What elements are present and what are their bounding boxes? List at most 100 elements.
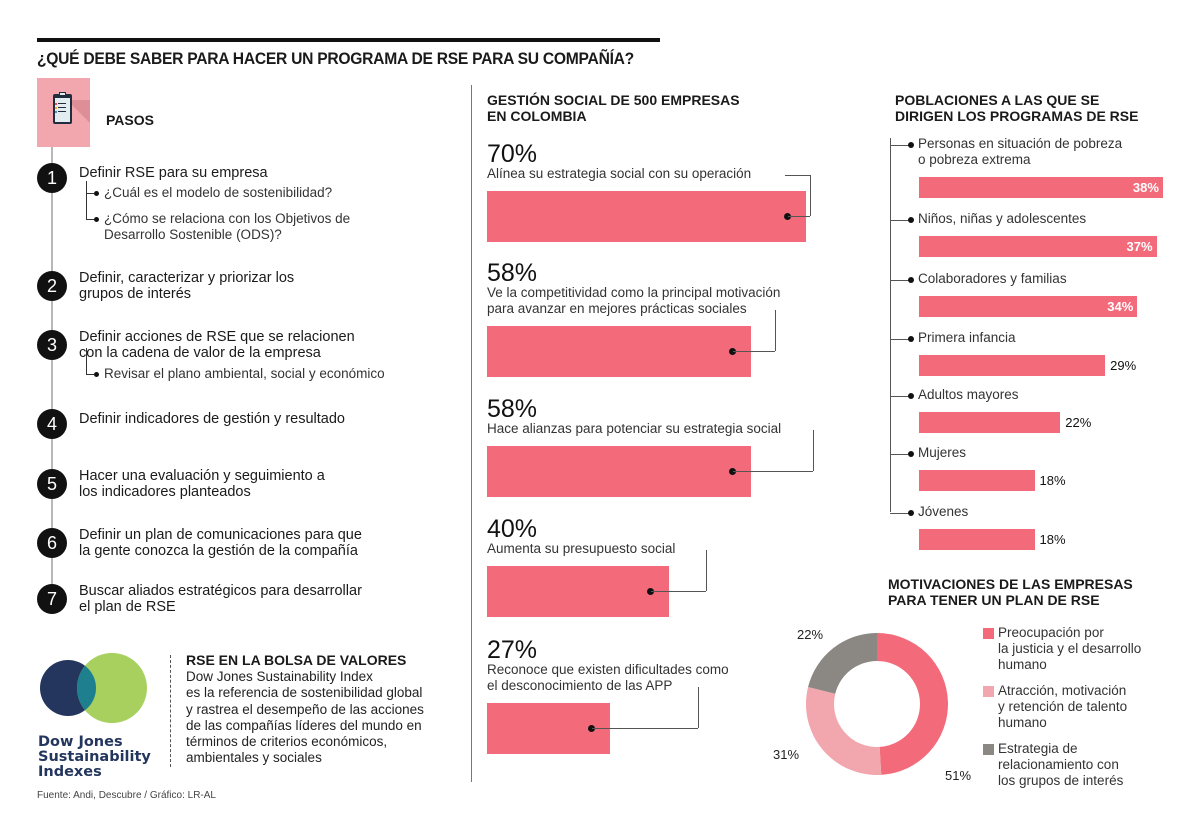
leader-line: [733, 471, 813, 472]
bar-description: Reconoce que existen dificultades como: [487, 662, 729, 677]
bullet-icon: [908, 510, 914, 516]
value-label: 18%: [1039, 532, 1066, 547]
tree-branch: [890, 145, 910, 146]
bar: 34%: [919, 296, 1138, 317]
clipboard-icon: [53, 92, 72, 124]
percentage-label: 27%: [487, 636, 538, 664]
tree-branch: [890, 220, 910, 221]
leader-line: [592, 728, 698, 729]
sub-tree-branch: [86, 193, 94, 194]
donut-slice: [806, 687, 882, 775]
dashed-divider: [170, 655, 171, 767]
steps-timeline: [51, 147, 53, 607]
bar: [487, 566, 670, 617]
sub-step-text: ¿Cuál es el modelo de sostenibilidad?: [104, 185, 333, 200]
bolsa-line: ambientales y sociales: [186, 750, 322, 766]
bullet-icon: [908, 336, 914, 342]
bar-description: el desconocimiento de las APP: [487, 678, 673, 693]
tree-branch: [890, 454, 910, 455]
step-text: los indicadores planteados: [79, 484, 251, 500]
value-label: 22%: [1065, 415, 1092, 430]
bullet-icon: [908, 142, 914, 148]
step-text: Definir, caracterizar y priorizar los: [79, 270, 295, 286]
tree-branch: [890, 280, 910, 281]
category-label: Mujeres: [918, 445, 967, 460]
chart-title-line: PARA TENER UN PLAN DE RSE: [888, 592, 1100, 608]
column-divider: [471, 85, 472, 782]
value-label: 37%: [1126, 239, 1153, 254]
leader-line: [651, 591, 706, 592]
legend-label: humano: [998, 657, 1047, 672]
pasos-heading: PASOS: [106, 112, 154, 128]
category-label: Colaboradores y familias: [918, 271, 1067, 286]
sub-step-text: Desarrollo Sostenible (ODS)?: [104, 227, 282, 242]
djsi-logo-line: Dow Jones: [38, 734, 123, 750]
legend-label: los grupos de interés: [998, 773, 1124, 788]
legend-swatch: [983, 686, 994, 697]
bar-description: Aumenta su presupuesto social: [487, 541, 676, 556]
djsi-logo-text: Dow Jones Sustainability Indexes: [38, 735, 151, 780]
donut-slice: [808, 633, 877, 694]
source-note: Fuente: Andi, Descubre / Gráfico: LR-AL: [37, 790, 216, 801]
leader-line: [810, 175, 811, 216]
leader-line: [706, 550, 707, 591]
legend-label: Estrategia de: [998, 741, 1078, 756]
category-label: o pobreza extrema: [918, 152, 1031, 167]
leader-line: [813, 430, 814, 471]
category-label: Niños, niñas y adolescentes: [918, 211, 1087, 226]
bar-marker-dot: [729, 348, 737, 355]
bar: [919, 412, 1061, 433]
bolsa-line: es la referencia de sostenibilidad globa…: [186, 685, 423, 701]
bullet-icon: [908, 217, 914, 223]
djsi-logo-line: Sustainability: [38, 749, 151, 765]
bullet-icon: [908, 277, 914, 283]
top-rule: [37, 38, 660, 42]
chart-title-line: EN COLOMBIA: [487, 108, 587, 124]
percentage-label: 40%: [487, 515, 538, 543]
step-text: Definir un plan de comunicaciones para q…: [79, 527, 362, 543]
gestion-chart-title: GESTIÓN SOCIAL DE 500 EMPRESAS EN COLOMB…: [487, 92, 787, 124]
donut-slice: [877, 633, 949, 775]
leader-line: [733, 351, 775, 352]
step-number-badge: 5: [37, 469, 67, 499]
bullet-icon: [908, 451, 914, 457]
step-number-badge: 3: [37, 330, 67, 360]
bolsa-line: Dow Jones Sustainability Index: [186, 669, 373, 684]
percentage-label: 58%: [487, 259, 538, 287]
bolsa-title: RSE EN LA BOLSA DE VALORES: [186, 652, 407, 668]
bar: [487, 326, 752, 377]
bullet-icon: [94, 372, 99, 377]
bar: [487, 446, 752, 497]
bolsa-line: y rastrea el desempeño de las acciones: [186, 701, 424, 717]
motivaciones-donut: [806, 633, 949, 775]
bar-description: Hace alianzas para potenciar su estrateg…: [487, 421, 782, 436]
category-label: Personas en situación de pobreza: [918, 136, 1123, 151]
tree-branch: [890, 396, 910, 397]
bar-description: Alínea su estrategia social con su opera…: [487, 166, 752, 181]
djsi-logo-icon: [40, 653, 147, 723]
bar-marker-dot: [647, 588, 655, 595]
pasos-icon-box: [37, 78, 90, 147]
step-number-badge: 1: [37, 163, 67, 193]
bolsa-line: de las compañías líderes del mundo en: [186, 717, 422, 733]
percentage-label: 70%: [487, 140, 538, 168]
step-text: con la cadena de valor de la empresa: [79, 345, 321, 361]
bar: [919, 355, 1106, 376]
bar: [919, 470, 1035, 491]
leader-line: [698, 687, 699, 728]
step-text: Definir indicadores de gestión y resulta…: [79, 411, 345, 427]
bar: 37%: [919, 236, 1157, 257]
sub-tree-line: [86, 181, 87, 219]
poblaciones-chart-title: POBLACIONES A LAS QUE SE DIRIGEN LOS PRO…: [895, 92, 1138, 124]
step-number-badge: 7: [37, 584, 67, 614]
leader-line: [785, 175, 810, 176]
step-number-badge: 6: [37, 528, 67, 558]
motivaciones-chart-title: MOTIVACIONES DE LAS EMPRESAS PARA TENER …: [888, 576, 1133, 608]
slice-label: 31%: [773, 747, 800, 762]
step-text: la gente conozca la gestión de la compañ…: [79, 543, 358, 559]
bar-marker-dot: [588, 725, 596, 732]
bar-marker-dot: [784, 213, 792, 220]
poblaciones-tree-line: [890, 138, 891, 512]
bar-description: para avanzar en mejores prácticas social…: [487, 301, 747, 316]
sub-tree-branch: [86, 374, 94, 375]
